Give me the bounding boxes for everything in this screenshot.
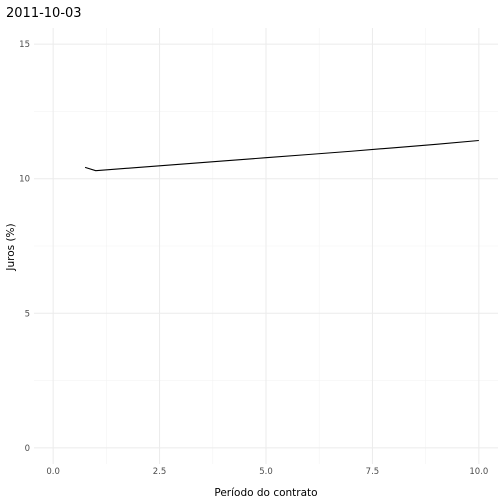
x-tick-label: 7.5 — [366, 467, 380, 477]
x-tick-label: 10.0 — [469, 467, 488, 477]
grid — [34, 28, 498, 464]
x-tick-label: 2.5 — [153, 467, 167, 477]
chart-title: 2011-10-03 — [6, 6, 82, 21]
y-tick-label: 10 — [19, 175, 30, 185]
x-tick-label: 0.0 — [46, 467, 60, 477]
y-axis-label: Juros (%) — [5, 223, 17, 271]
x-tick-label: 5.0 — [259, 467, 273, 477]
y-tick-label: 0 — [25, 444, 30, 454]
series-lines — [84, 139, 479, 172]
x-axis-label: Período do contrato — [214, 487, 317, 499]
y-tick-label: 5 — [25, 309, 30, 319]
series-line — [84, 139, 479, 172]
y-tick-label: 15 — [19, 40, 30, 50]
tick-labels: 0.0 2.5 5.0 7.5 10.0 0 5 10 15 — [19, 40, 488, 477]
